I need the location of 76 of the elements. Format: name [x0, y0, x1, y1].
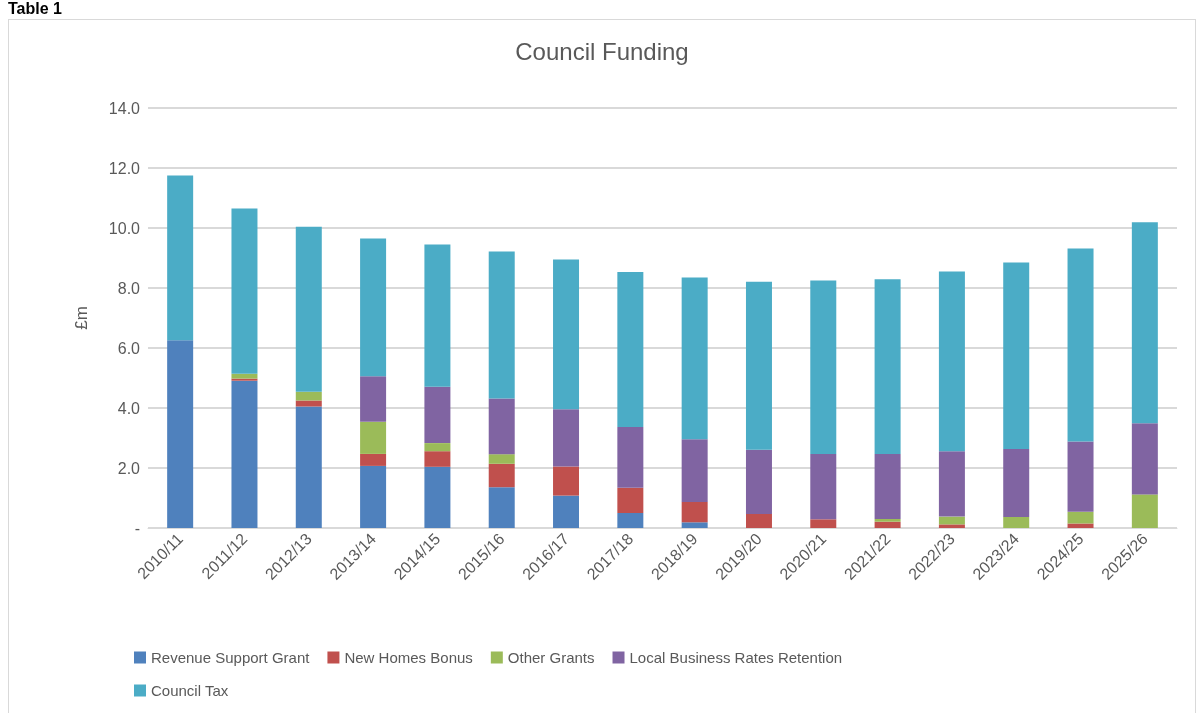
bar — [360, 453, 387, 466]
legend-label: Other Grants — [507, 649, 595, 666]
chart-title: Council Funding — [515, 37, 689, 65]
bar — [360, 465, 387, 528]
bar — [1131, 423, 1158, 495]
bar — [617, 426, 644, 488]
bar — [167, 175, 194, 341]
bar — [681, 277, 708, 440]
bar — [231, 208, 258, 374]
bar — [681, 501, 708, 523]
bar — [745, 281, 772, 450]
y-tick-label: 8.0 — [117, 279, 141, 297]
bar — [617, 487, 644, 513]
bar — [1003, 262, 1030, 450]
bar — [938, 524, 965, 528]
bar — [553, 495, 580, 528]
bar — [295, 391, 322, 401]
y-tick-label: 12.0 — [108, 159, 141, 177]
bar — [231, 373, 258, 379]
y-tick-label: 14.0 — [108, 99, 141, 117]
legend-label: Local Business Rates Retention — [629, 649, 843, 666]
bar — [874, 453, 901, 519]
bar — [488, 398, 515, 455]
bar — [424, 451, 451, 467]
bar — [360, 238, 387, 377]
bar — [681, 439, 708, 502]
bar — [1067, 441, 1094, 512]
y-tick-label: 4.0 — [117, 399, 141, 417]
legend-label: New Homes Bonus — [344, 649, 473, 666]
bar — [295, 406, 322, 528]
bar — [938, 516, 965, 525]
bar — [231, 380, 258, 528]
bar — [938, 271, 965, 452]
bar — [810, 519, 837, 528]
bar — [424, 244, 451, 387]
bar — [810, 280, 837, 454]
caption: Table 1 — [8, 0, 62, 18]
bar — [1131, 494, 1158, 528]
y-tick-label: 10.0 — [108, 219, 141, 237]
bar — [295, 400, 322, 407]
bar — [424, 386, 451, 444]
bar — [810, 453, 837, 520]
y-axis-title: £m — [72, 306, 91, 330]
bar — [745, 449, 772, 514]
bar — [488, 463, 515, 488]
bar — [553, 259, 580, 410]
bar — [488, 454, 515, 464]
y-tick-label: 6.0 — [117, 339, 141, 357]
bar — [874, 279, 901, 454]
bar — [424, 443, 451, 452]
bar — [553, 409, 580, 467]
legend-label: Council Tax — [151, 682, 229, 699]
y-tick-label: - — [134, 519, 140, 537]
bar — [424, 466, 451, 528]
bar — [360, 421, 387, 454]
bar — [1003, 516, 1030, 528]
bar — [1067, 248, 1094, 442]
bar — [874, 519, 901, 522]
bar — [488, 251, 515, 399]
bar — [1003, 449, 1030, 517]
bar — [874, 521, 901, 528]
bar — [617, 513, 644, 528]
bar — [1131, 222, 1158, 424]
legend-label: Revenue Support Grant — [151, 649, 311, 666]
bar — [360, 376, 387, 422]
bar — [1067, 511, 1094, 524]
bar — [295, 226, 322, 392]
bar — [553, 466, 580, 496]
bar — [681, 522, 708, 528]
y-tick-label: 2.0 — [117, 459, 141, 477]
bar — [938, 451, 965, 517]
bar — [488, 487, 515, 528]
bar — [745, 513, 772, 528]
bar — [167, 340, 194, 528]
bar — [231, 378, 258, 381]
bar — [617, 272, 644, 427]
